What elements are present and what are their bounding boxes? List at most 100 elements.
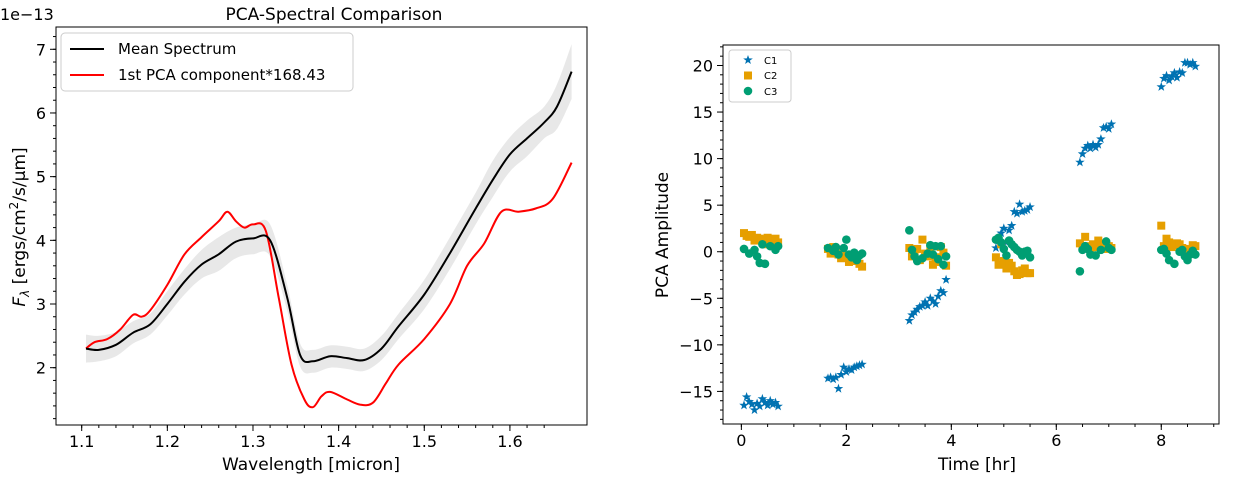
point-c3 xyxy=(1107,245,1116,255)
point-c1 xyxy=(1022,204,1033,214)
point-c1 xyxy=(741,392,752,401)
point-c1 xyxy=(996,228,1006,238)
point-c1 xyxy=(999,223,1009,233)
point-c3 xyxy=(907,245,917,255)
point-c1 xyxy=(752,398,762,408)
left-offset-text: 1e−13 xyxy=(0,5,54,24)
point-c1 xyxy=(852,361,862,371)
point-c3 xyxy=(752,252,762,261)
point-c2 xyxy=(928,260,937,269)
point-c1 xyxy=(1093,139,1103,149)
point-c3 xyxy=(1170,259,1179,269)
left-ytick-label: 3 xyxy=(36,295,46,314)
point-c3 xyxy=(939,260,948,270)
point-c1 xyxy=(1006,220,1017,230)
point-c3 xyxy=(750,245,759,255)
point-c3 xyxy=(1091,251,1100,260)
point-c1 xyxy=(828,374,838,384)
point-c3 xyxy=(1025,253,1035,262)
point-c1 xyxy=(839,362,849,372)
point-c3 xyxy=(941,252,951,261)
point-c1 xyxy=(915,301,925,311)
point-c3 xyxy=(1075,266,1085,276)
point-c1 xyxy=(941,274,951,284)
point-c2 xyxy=(994,260,1003,269)
legend-marker-symbol xyxy=(744,71,752,80)
point-c3 xyxy=(760,259,770,269)
point-c1 xyxy=(755,401,765,411)
left-yaxis-label: Fλ [ergs/cm2/s/μm] xyxy=(7,147,32,306)
point-c2 xyxy=(1020,264,1029,273)
point-c1 xyxy=(1004,225,1014,235)
right-ytick-label: 20 xyxy=(693,56,713,75)
legend-marker-c1 xyxy=(743,55,753,64)
right-xaxis-label: Time [hr] xyxy=(937,455,1016,475)
right-yaxis-label: PCA Amplitude xyxy=(653,172,673,298)
point-c2 xyxy=(1007,261,1016,270)
right-ytick-label: −10 xyxy=(679,336,713,355)
point-c1 xyxy=(1104,123,1114,133)
pca-component-line xyxy=(85,162,573,409)
left-ytick-label: 5 xyxy=(36,168,46,187)
point-c1 xyxy=(1185,59,1195,69)
point-c1 xyxy=(739,400,749,410)
point-c1 xyxy=(841,366,852,376)
point-c3 xyxy=(842,235,851,244)
left-xtick-label: 1.2 xyxy=(155,432,180,451)
point-c1 xyxy=(757,393,768,403)
left-xtick-label: 1.1 xyxy=(69,432,94,451)
point-c2 xyxy=(918,235,927,244)
left-xtick-label: 1.3 xyxy=(240,432,265,451)
point-c1 xyxy=(1098,122,1109,132)
left-chart-title: PCA-Spectral Comparison xyxy=(226,5,443,25)
right-xtick-label: 4 xyxy=(946,431,956,450)
left-xtick-label: 1.6 xyxy=(497,432,522,451)
point-c2 xyxy=(1165,238,1174,247)
right-xtick-label: 8 xyxy=(1156,431,1166,450)
left-legend-frame xyxy=(60,32,354,92)
point-c1 xyxy=(1106,119,1117,129)
point-c3 xyxy=(1023,246,1032,256)
point-c2 xyxy=(1091,243,1100,252)
point-c1 xyxy=(765,395,775,405)
left-ytick-label: 4 xyxy=(36,231,46,250)
left-ytick-label: 2 xyxy=(36,359,46,378)
point-c2 xyxy=(1002,264,1011,273)
point-c1 xyxy=(846,365,857,374)
point-c1 xyxy=(1009,206,1020,216)
mean-spectrum-line xyxy=(85,71,573,364)
right-ytick-label: 10 xyxy=(693,150,713,169)
left-plot-area: 1.1 1.2 1.3 1.4 1.5 1.6 2 3 4 5 6 7 xyxy=(36,26,588,451)
point-c1 xyxy=(933,291,943,301)
point-c3 xyxy=(1191,250,1200,259)
point-c3 xyxy=(936,241,946,251)
point-c1 xyxy=(1020,205,1030,215)
point-c1 xyxy=(1190,61,1201,71)
point-c1 xyxy=(1083,140,1093,150)
point-c1 xyxy=(768,399,778,409)
point-c3 xyxy=(758,239,767,249)
point-c2 xyxy=(1081,232,1090,241)
point-c1 xyxy=(823,373,833,383)
point-c2 xyxy=(999,257,1008,266)
point-c1 xyxy=(1077,149,1088,158)
right-plot-area: 0 2 4 6 8 −15 −10 −5 0 5 10 15 20 xyxy=(679,44,1220,450)
point-c1 xyxy=(936,285,946,295)
point-c2 xyxy=(1094,236,1103,245)
legend-label-c1: C1 xyxy=(764,56,777,67)
point-c1 xyxy=(1169,67,1180,77)
right-ytick-label: −15 xyxy=(679,382,713,401)
point-c3 xyxy=(1162,249,1171,258)
right-ytick-label: −5 xyxy=(689,289,713,308)
point-c1 xyxy=(920,297,930,307)
right-ytick-label: 5 xyxy=(703,196,713,215)
point-c1 xyxy=(1177,67,1187,77)
right-ytick-label: 0 xyxy=(703,243,713,262)
point-c1 xyxy=(1161,70,1172,80)
point-c1 xyxy=(1017,206,1027,216)
point-c2 xyxy=(1191,242,1200,251)
point-c2 xyxy=(747,230,756,239)
point-c1 xyxy=(904,315,915,325)
left-legend: Mean Spectrum 1st PCA component*168.43 xyxy=(60,32,354,92)
left-yaxis-label-symbol: F xyxy=(10,297,30,307)
